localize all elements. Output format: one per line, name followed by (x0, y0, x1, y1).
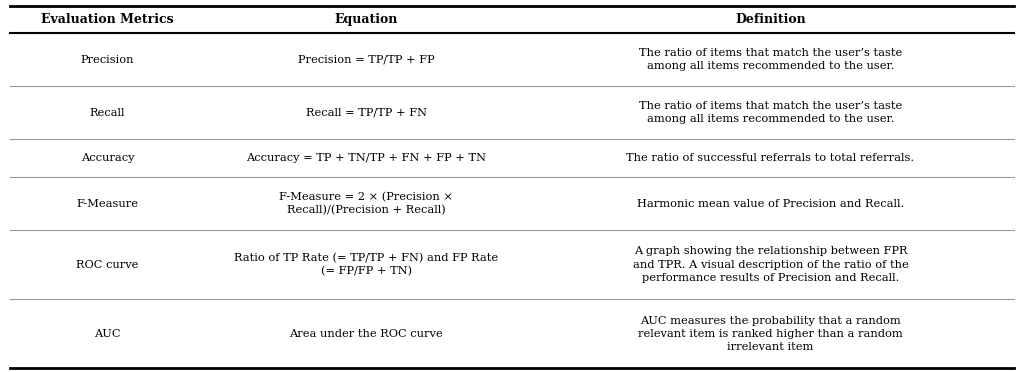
Text: The ratio of successful referrals to total referrals.: The ratio of successful referrals to tot… (627, 153, 914, 163)
Text: F-Measure = 2 × (Precision ×
Recall)/(Precision + Recall): F-Measure = 2 × (Precision × Recall)/(Pr… (280, 192, 453, 216)
Text: A graph showing the relationship between FPR
and TPR. A visual description of th: A graph showing the relationship between… (633, 246, 908, 283)
Text: Recall: Recall (90, 108, 125, 118)
Text: Equation: Equation (335, 13, 397, 26)
Text: Precision = TP/TP + FP: Precision = TP/TP + FP (298, 55, 434, 65)
Text: Accuracy = TP + TN/TP + FN + FP + TN: Accuracy = TP + TN/TP + FN + FP + TN (246, 153, 486, 163)
Text: AUC measures the probability that a random
relevant item is ranked higher than a: AUC measures the probability that a rand… (638, 315, 903, 352)
Text: Accuracy: Accuracy (81, 153, 134, 163)
Text: Ratio of TP Rate (= TP/TP + FN) and FP Rate
(= FP/FP + TN): Ratio of TP Rate (= TP/TP + FN) and FP R… (234, 253, 498, 276)
Text: Definition: Definition (735, 13, 806, 26)
Text: Harmonic mean value of Precision and Recall.: Harmonic mean value of Precision and Rec… (637, 199, 904, 209)
Text: AUC: AUC (94, 329, 121, 339)
Text: Precision: Precision (81, 55, 134, 65)
Text: Recall = TP/TP + FN: Recall = TP/TP + FN (305, 108, 427, 118)
Text: ROC curve: ROC curve (77, 260, 138, 270)
Text: The ratio of items that match the user’s taste
among all items recommended to th: The ratio of items that match the user’s… (639, 101, 902, 124)
Text: Area under the ROC curve: Area under the ROC curve (289, 329, 443, 339)
Text: Evaluation Metrics: Evaluation Metrics (41, 13, 174, 26)
Text: F-Measure: F-Measure (77, 199, 138, 209)
Text: The ratio of items that match the user’s taste
among all items recommended to th: The ratio of items that match the user’s… (639, 48, 902, 71)
